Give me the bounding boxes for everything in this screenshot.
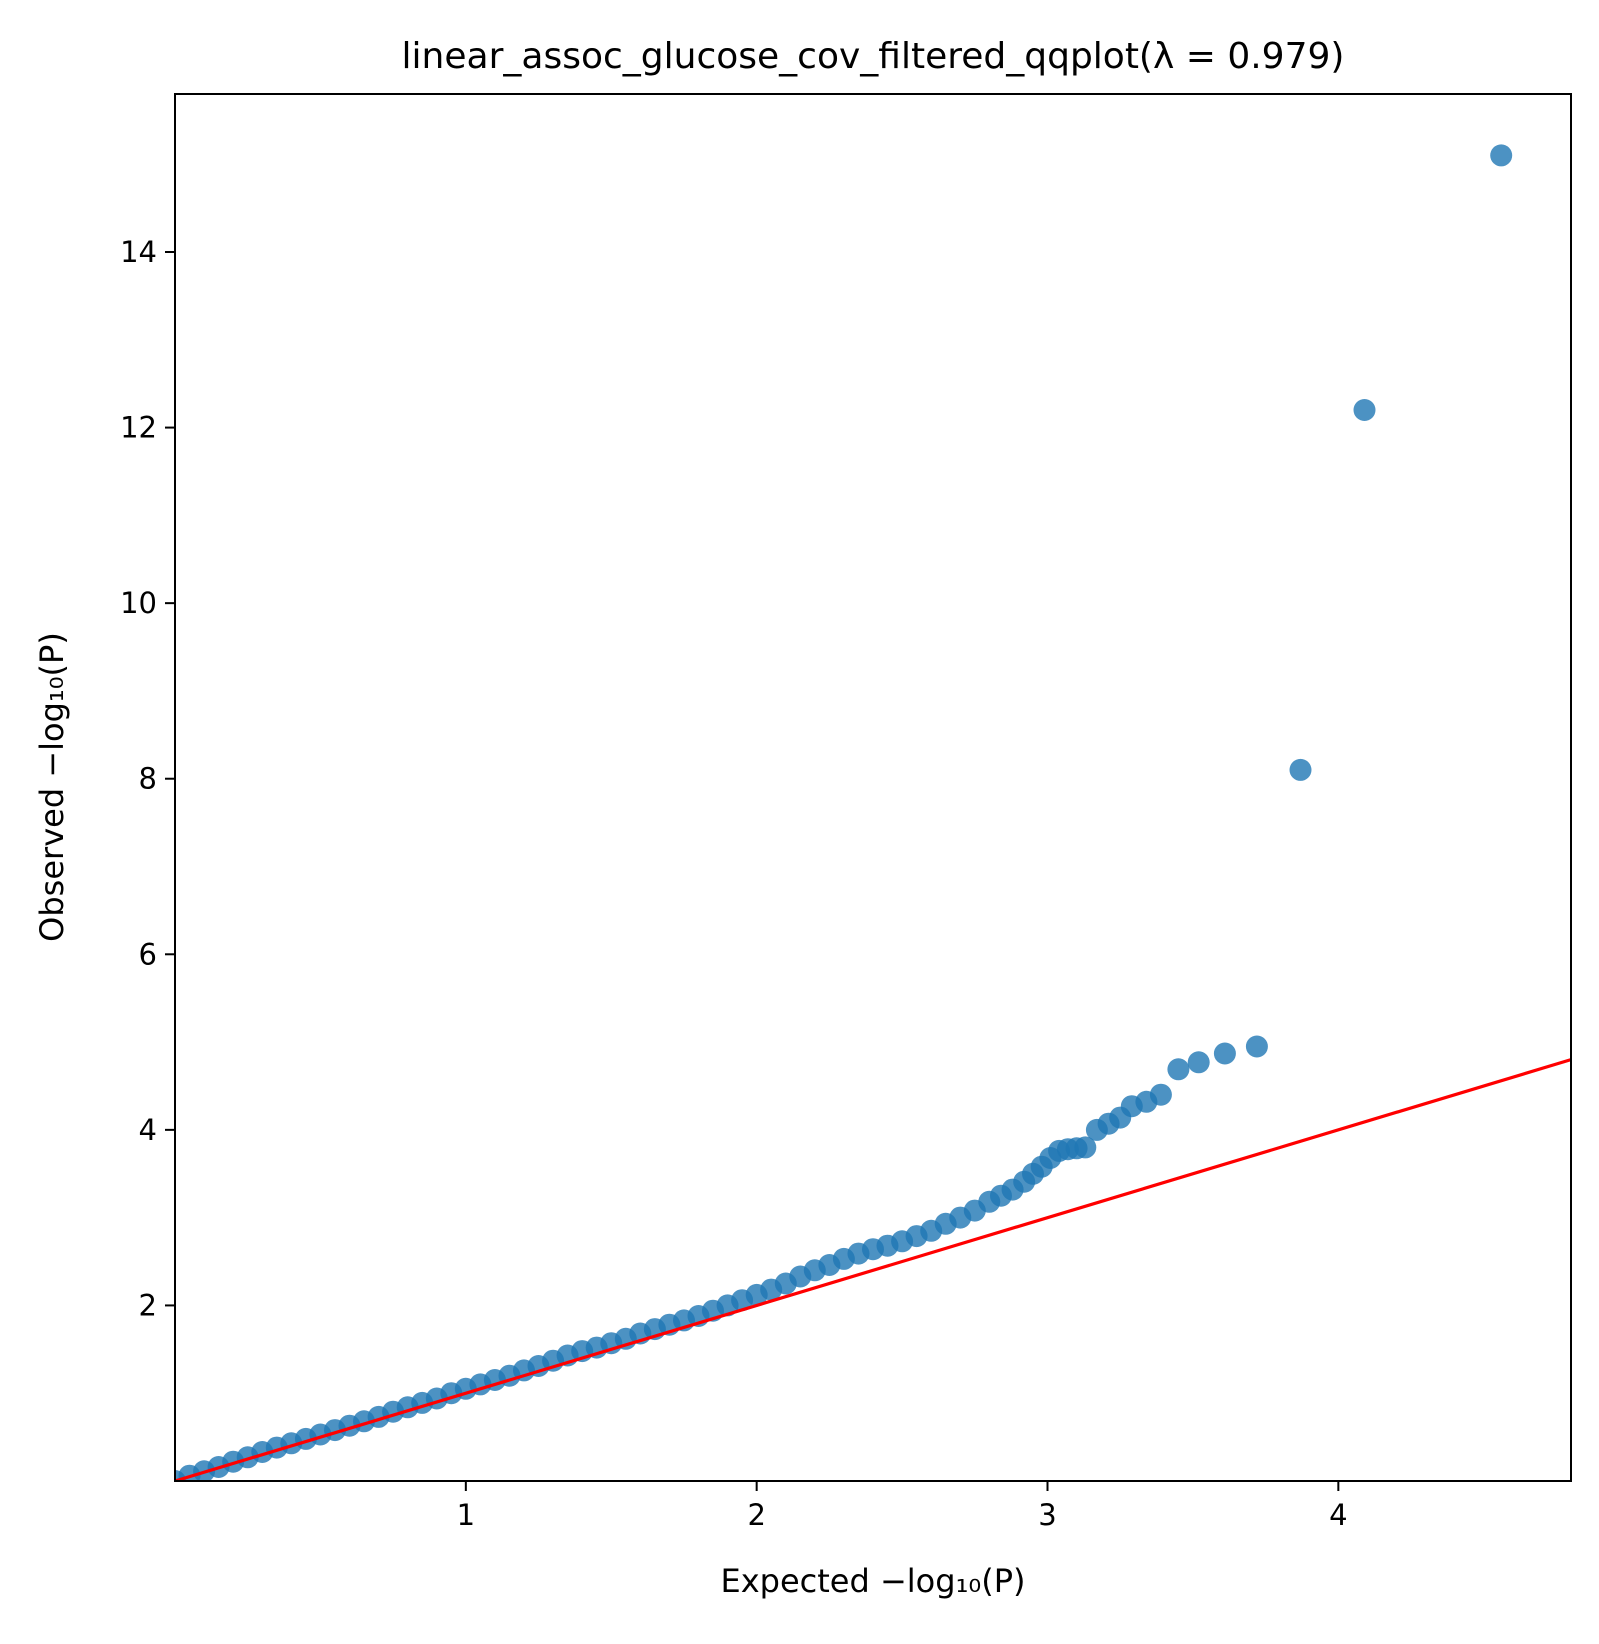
y-tick-label: 12: [120, 411, 157, 445]
chart-title: linear_assoc_glucose_cov_filtered_qqplot…: [402, 36, 1345, 77]
y-tick-label: 10: [120, 586, 157, 620]
data-point: [1490, 144, 1513, 167]
data-point: [1187, 1051, 1210, 1074]
y-tick-label: 2: [139, 1288, 157, 1322]
y-tick-label: 8: [139, 762, 157, 796]
y-tick-label: 6: [139, 937, 157, 971]
data-point: [1149, 1083, 1172, 1106]
plot-frame: [174, 93, 1572, 1482]
y-tick-label: 14: [120, 235, 157, 269]
x-tick-label: 1: [457, 1498, 475, 1532]
data-point: [1245, 1035, 1268, 1058]
data-point: [1353, 399, 1376, 421]
y-axis-label: Observed −log₁₀(P): [33, 632, 71, 942]
data-point: [1289, 758, 1312, 781]
x-tick-label: 3: [1038, 1498, 1056, 1532]
x-axis-label: Expected −log₁₀(P): [721, 1562, 1026, 1600]
y-axis-ticks: 2 4 6 8 10 12 14: [120, 235, 175, 1322]
data-point: [1074, 1136, 1097, 1159]
reference-line: [175, 1058, 1571, 1481]
x-tick-label: 4: [1329, 1498, 1347, 1532]
y-tick-label: 4: [139, 1113, 157, 1147]
x-tick-label: 2: [747, 1498, 765, 1532]
data-point: [1167, 1058, 1190, 1081]
x-axis-ticks: 1 2 3 4: [457, 1481, 1348, 1532]
points-layer: [175, 144, 1513, 1481]
data-point: [1213, 1042, 1236, 1065]
